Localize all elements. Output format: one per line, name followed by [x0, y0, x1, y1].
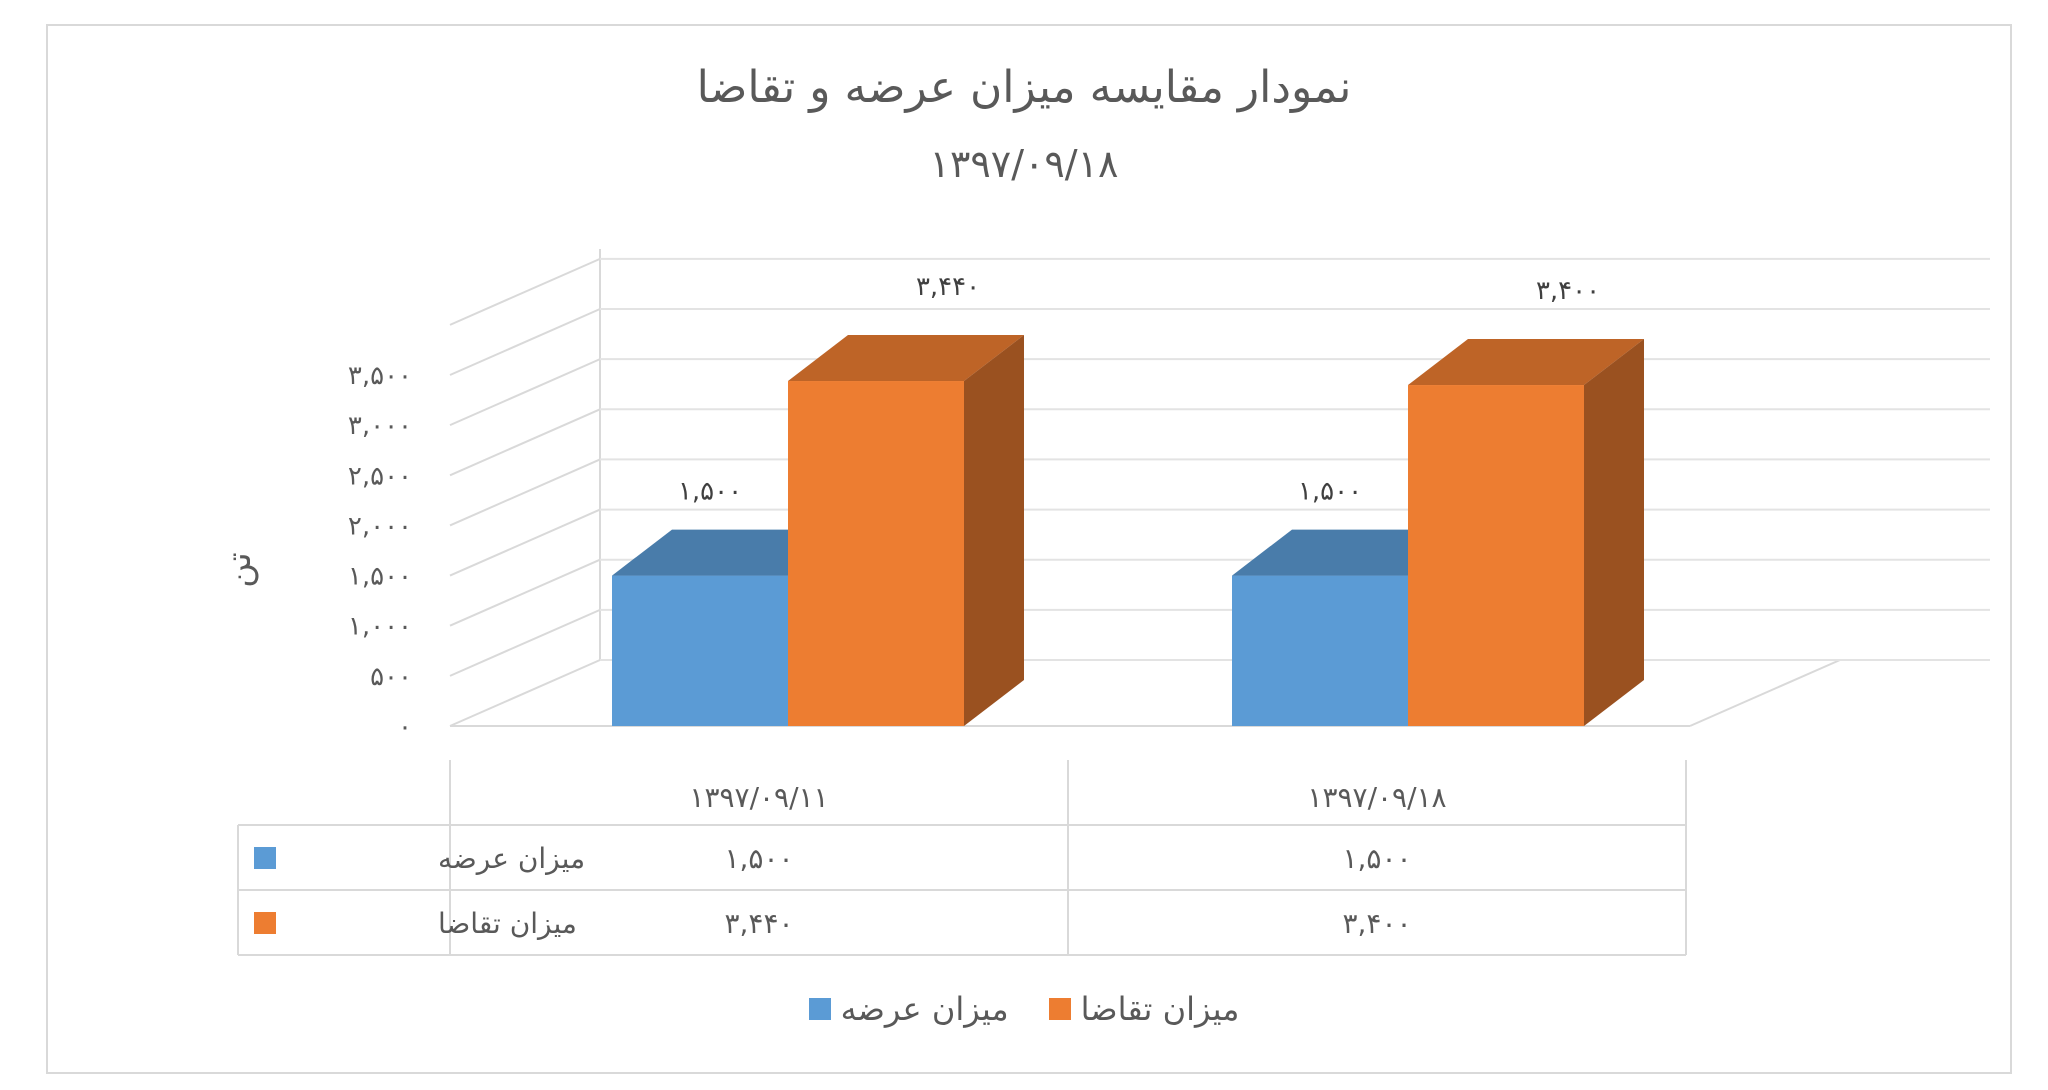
data-label: ۱,۵۰۰: [678, 477, 742, 507]
gridline-side: [449, 558, 601, 627]
bar-front-supply: [1232, 575, 1408, 726]
chart-subtitle: ۱۳۹۷/۰۹/۱۸: [929, 142, 1119, 186]
floor-right-edge: [1689, 659, 1841, 727]
gridline-side: [449, 508, 601, 577]
gridline-side: [449, 408, 601, 477]
bar-top: [1408, 339, 1644, 386]
gridline-side: [449, 458, 601, 527]
x-tick-label: ۱۳۹۷/۰۹/۱۱: [689, 781, 828, 814]
gridline-side: [449, 308, 601, 376]
gridline-side: [449, 608, 601, 677]
legend-item: میزان تقاضا: [1048, 990, 1240, 1028]
chart-frame: [46, 24, 2012, 1074]
bar-side: [1584, 339, 1644, 726]
table-cell: ۱,۵۰۰: [1342, 842, 1411, 875]
y-axis-label: تن: [219, 552, 259, 587]
bar-front-demand: [788, 381, 964, 726]
gridline-side: [449, 257, 601, 326]
legend: میزان تقاضا میزان عرضه: [0, 990, 2048, 1028]
legend-swatch: [1048, 998, 1071, 1020]
y-tick-label: ۳,۵۰۰: [348, 361, 412, 391]
y-tick-label: ۱,۵۰۰: [348, 562, 412, 592]
table-cell: ۳,۴۰۰: [1342, 907, 1411, 940]
chart-title: نمودار مقایسه میزان عرضه و تقاضا: [696, 62, 1352, 113]
table-cell: ۳,۴۴۰: [724, 907, 793, 940]
bar-side: [964, 335, 1024, 726]
table-legend-key: [254, 912, 276, 934]
gridline-side: [449, 358, 601, 427]
gridline-side: [449, 659, 601, 727]
table-series-name: میزان عرضه: [438, 842, 585, 875]
x-tick-label: ۱۳۹۷/۰۹/۱۸: [1307, 781, 1446, 814]
bar-front-supply: [612, 575, 788, 726]
legend-label: میزان تقاضا: [1080, 990, 1240, 1028]
table-series-name: میزان تقاضا: [438, 907, 577, 940]
data-label: ۱,۵۰۰: [1298, 477, 1362, 507]
y-tick-label: ۵۰۰: [370, 662, 412, 692]
bar-front-demand: [1408, 385, 1584, 726]
table-cell: ۱,۵۰۰: [724, 842, 793, 875]
legend-label: میزان عرضه: [840, 990, 1009, 1028]
y-tick-label: ۱,۰۰۰: [348, 612, 412, 642]
legend-item: میزان عرضه: [808, 990, 1009, 1028]
y-tick-label: ۲,۵۰۰: [348, 461, 412, 491]
y-tick-label: ۰: [398, 712, 412, 742]
data-label: ۳,۴۴۰: [916, 272, 980, 302]
data-label: ۳,۴۰۰: [1536, 276, 1600, 306]
y-tick-label: ۳,۰۰۰: [348, 411, 412, 441]
bar-top: [788, 335, 1024, 382]
legend-swatch: [808, 998, 831, 1020]
table-legend-key: [254, 847, 276, 869]
y-tick-label: ۲,۰۰۰: [348, 511, 412, 541]
